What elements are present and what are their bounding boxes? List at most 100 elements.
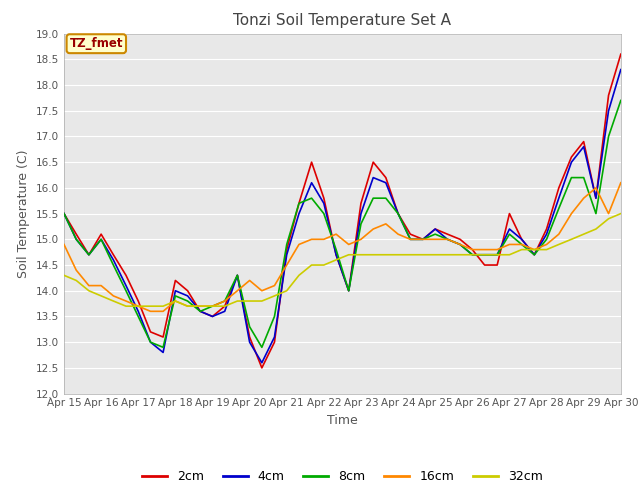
16cm <box>357 237 365 242</box>
4cm <box>159 349 167 355</box>
8cm <box>406 237 414 242</box>
4cm <box>295 211 303 216</box>
2cm <box>209 313 216 319</box>
16cm <box>332 231 340 237</box>
8cm <box>234 273 241 278</box>
8cm <box>122 288 130 294</box>
16cm <box>369 226 377 232</box>
8cm <box>617 97 625 103</box>
16cm <box>172 298 179 304</box>
16cm <box>592 185 600 191</box>
2cm <box>122 273 130 278</box>
8cm <box>85 252 93 258</box>
32cm <box>308 262 316 268</box>
4cm <box>431 226 439 232</box>
32cm <box>617 211 625 216</box>
4cm <box>221 309 228 314</box>
16cm <box>555 231 563 237</box>
16cm <box>196 303 204 309</box>
2cm <box>481 262 488 268</box>
8cm <box>394 211 402 216</box>
2cm <box>605 93 612 98</box>
32cm <box>234 298 241 304</box>
4cm <box>283 252 291 258</box>
4cm <box>97 237 105 242</box>
16cm <box>258 288 266 294</box>
16cm <box>97 283 105 288</box>
32cm <box>580 231 588 237</box>
8cm <box>369 195 377 201</box>
4cm <box>345 288 353 294</box>
4cm <box>481 252 488 258</box>
2cm <box>568 154 575 160</box>
32cm <box>85 288 93 294</box>
2cm <box>431 226 439 232</box>
8cm <box>431 231 439 237</box>
32cm <box>246 298 253 304</box>
4cm <box>332 252 340 258</box>
16cm <box>382 221 390 227</box>
2cm <box>320 195 328 201</box>
32cm <box>406 252 414 258</box>
16cm <box>85 283 93 288</box>
8cm <box>246 324 253 330</box>
2cm <box>60 211 68 216</box>
8cm <box>518 241 525 247</box>
32cm <box>592 226 600 232</box>
4cm <box>605 108 612 114</box>
2cm <box>555 185 563 191</box>
8cm <box>271 313 278 319</box>
2cm <box>109 252 117 258</box>
2cm <box>444 231 451 237</box>
4cm <box>60 211 68 216</box>
2cm <box>184 288 191 294</box>
2cm <box>271 339 278 345</box>
32cm <box>209 303 216 309</box>
8cm <box>580 175 588 180</box>
32cm <box>122 303 130 309</box>
8cm <box>295 201 303 206</box>
Text: TZ_fmet: TZ_fmet <box>70 37 123 50</box>
8cm <box>97 237 105 242</box>
2cm <box>468 247 476 252</box>
8cm <box>345 288 353 294</box>
2cm <box>147 329 154 335</box>
32cm <box>147 303 154 309</box>
8cm <box>506 231 513 237</box>
2cm <box>345 288 353 294</box>
4cm <box>369 175 377 180</box>
Y-axis label: Soil Temperature (C): Soil Temperature (C) <box>17 149 30 278</box>
8cm <box>283 241 291 247</box>
32cm <box>332 257 340 263</box>
2cm <box>493 262 501 268</box>
2cm <box>580 139 588 144</box>
4cm <box>246 339 253 345</box>
2cm <box>258 365 266 371</box>
16cm <box>605 211 612 216</box>
32cm <box>456 252 464 258</box>
16cm <box>617 180 625 186</box>
16cm <box>134 303 142 309</box>
4cm <box>506 226 513 232</box>
2cm <box>97 231 105 237</box>
Line: 16cm: 16cm <box>64 183 621 312</box>
4cm <box>531 252 538 258</box>
4cm <box>493 252 501 258</box>
16cm <box>246 277 253 283</box>
32cm <box>295 273 303 278</box>
4cm <box>209 313 216 319</box>
2cm <box>234 273 241 278</box>
16cm <box>419 237 427 242</box>
32cm <box>258 298 266 304</box>
2cm <box>72 231 80 237</box>
Title: Tonzi Soil Temperature Set A: Tonzi Soil Temperature Set A <box>234 13 451 28</box>
8cm <box>209 303 216 309</box>
32cm <box>481 252 488 258</box>
16cm <box>147 309 154 314</box>
2cm <box>543 226 550 232</box>
4cm <box>122 283 130 288</box>
4cm <box>184 293 191 299</box>
2cm <box>506 211 513 216</box>
16cm <box>456 241 464 247</box>
4cm <box>518 237 525 242</box>
